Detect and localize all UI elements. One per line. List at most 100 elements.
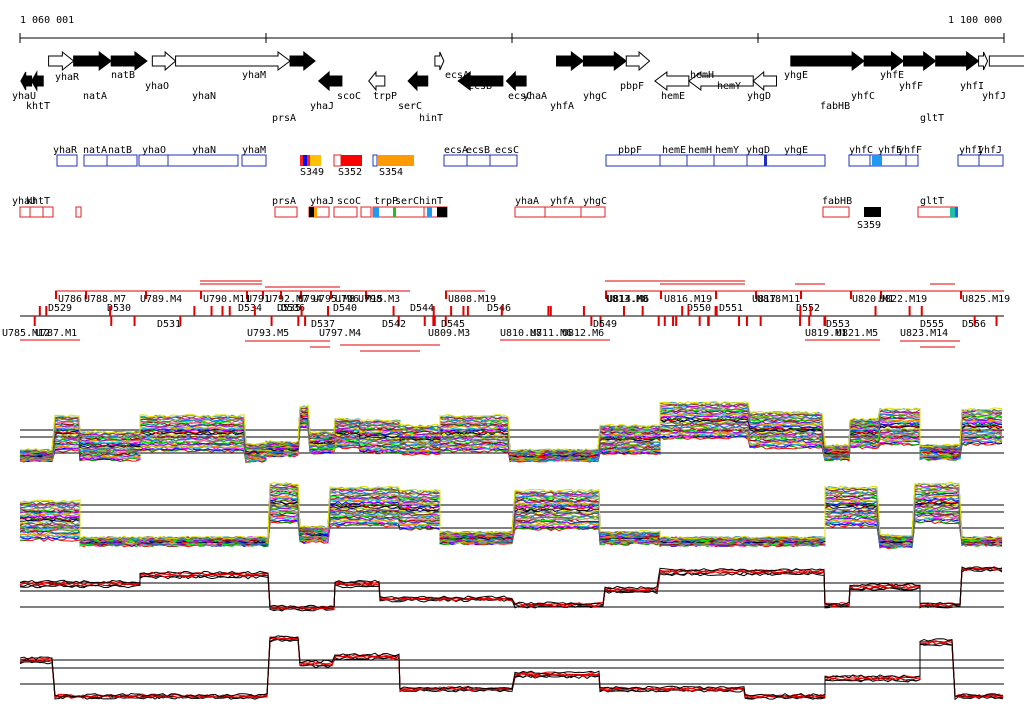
annotation-box — [978, 154, 1004, 167]
segment-block — [378, 155, 414, 166]
annotation-box — [905, 154, 919, 167]
transcript-tick — [110, 316, 113, 326]
gene-arrow — [457, 71, 504, 91]
segment-label: S349 — [300, 167, 324, 178]
transcript-tick — [675, 316, 678, 326]
annotation-label: ecsB — [466, 145, 490, 156]
operon-box — [333, 206, 358, 218]
transcript-label: U794 — [298, 294, 322, 305]
annotation-label: yhgE — [784, 145, 808, 156]
gene-arrow — [368, 70, 386, 92]
transcript-tick — [799, 316, 802, 326]
operon-box — [42, 206, 54, 218]
gene-arrow — [935, 51, 980, 71]
annotation-label: hemY — [715, 145, 739, 156]
transcript-tick — [908, 306, 911, 316]
transcript-tick — [432, 306, 435, 316]
transcript-start — [365, 291, 367, 299]
transcript-label: D544 — [410, 303, 434, 314]
transcript-label: U811.M6 — [530, 328, 572, 339]
transcript-label: U795.M8 — [313, 294, 355, 305]
annotation-mark — [872, 155, 882, 166]
gene-label: yhfF — [899, 81, 923, 92]
transcript-tick — [109, 306, 112, 316]
transcript-label: D536 — [281, 303, 305, 314]
annotation-label: ecsC — [495, 145, 519, 156]
transcript-start — [880, 291, 882, 299]
expression-profile-panel-3 — [19, 566, 1004, 612]
annotation-label: natA — [83, 145, 107, 156]
transcript-label: U820.M1 — [852, 294, 894, 305]
gene-arrow — [434, 51, 445, 71]
gene-label: serC — [398, 101, 422, 112]
transcript-tick — [745, 316, 748, 326]
gene-label: natB — [111, 70, 135, 81]
gene-label: ecsA — [445, 70, 469, 81]
transcript-tick — [423, 316, 426, 326]
transcript-tick — [444, 316, 447, 326]
transcript-tick — [657, 316, 660, 326]
annotation-label: natB — [108, 145, 132, 156]
gene-arrow — [556, 51, 585, 71]
profile-curve — [19, 415, 1003, 458]
operon-label: gltT — [920, 196, 944, 207]
expression-profile-panel-4 — [19, 635, 1004, 701]
annotation-label: yhfE — [878, 145, 902, 156]
gene-label: natA — [83, 91, 107, 102]
operon-mark — [314, 207, 317, 217]
transcript-start — [280, 291, 282, 299]
transcript-tick — [809, 306, 812, 316]
operon-label: prsA — [272, 196, 296, 207]
segment-label: S352 — [338, 167, 362, 178]
transcript-label: U788.M7 — [84, 294, 126, 305]
transcript-start — [262, 291, 264, 299]
transcript-label: U787.M1 — [35, 328, 77, 339]
transcript-tick — [221, 306, 224, 316]
transcript-label: U796.M15 — [335, 294, 383, 305]
expression-profile-panel-1 — [19, 400, 1004, 464]
transcript-start — [715, 291, 717, 299]
operon-label: khtT — [26, 196, 50, 207]
gene-arrow — [73, 51, 113, 71]
operon-label: yhaJ — [310, 196, 334, 207]
transcript-tick — [179, 316, 182, 326]
transcript-label: U818 — [757, 294, 781, 305]
transcript-tick — [397, 316, 400, 326]
segment-label: S354 — [379, 167, 403, 178]
transcript-tick — [210, 306, 213, 316]
gene-label: yhfE — [880, 70, 904, 81]
profile-curve — [19, 568, 1003, 611]
annotation-label: yhaN — [192, 145, 216, 156]
transcript-tick — [808, 316, 811, 326]
transcript-label: U823.M14 — [900, 328, 948, 339]
segment-block — [310, 155, 321, 166]
gene-arrow — [505, 70, 527, 92]
gene-arrow — [110, 51, 148, 71]
gene-label: yhgC — [583, 91, 607, 102]
segment-block — [372, 154, 378, 167]
annotation-box — [746, 154, 767, 167]
annotation-label: yhaR — [53, 145, 78, 156]
transcript-tick — [759, 316, 762, 326]
transcript-start — [960, 291, 962, 299]
transcript-label: D537 — [311, 319, 335, 330]
profile-curve — [19, 482, 1003, 541]
transcript-tick — [590, 316, 593, 326]
transcript-tick — [270, 316, 273, 326]
gene-label: yhgE — [784, 70, 808, 81]
gene-arrow — [654, 71, 690, 91]
gene-arrow — [407, 70, 429, 92]
gene-label: scoC — [337, 91, 361, 102]
transcript-start — [246, 291, 248, 299]
profile-curve — [19, 635, 1004, 698]
segment-block — [341, 155, 362, 166]
annotation-box — [83, 154, 108, 167]
transcript-tick — [995, 316, 998, 326]
gene-label: fabHB — [820, 101, 850, 112]
transcript-start — [330, 291, 332, 299]
operon-mark — [437, 207, 447, 217]
gene-label: yhaJ — [310, 101, 334, 112]
gene-arrow — [289, 50, 316, 72]
